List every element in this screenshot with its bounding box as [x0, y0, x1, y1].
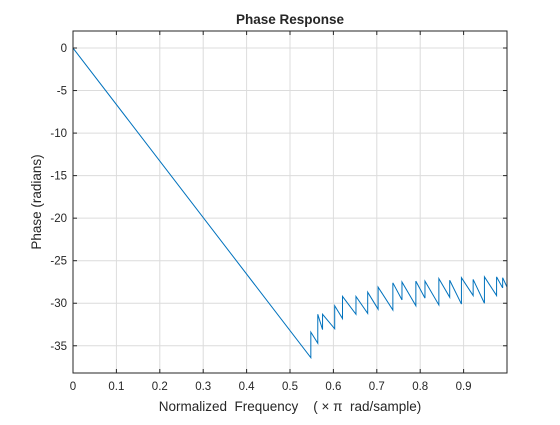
y-tick-label: -25	[50, 256, 67, 268]
y-tick-label: -30	[50, 298, 67, 310]
x-tick-label: 0.8	[412, 381, 428, 393]
x-tick-label: 0	[70, 381, 76, 393]
x-tick-labels: 0 0.1 0.2 0.3 0.4 0.5 0.6 0.7 0.8 0.9	[70, 381, 472, 393]
x-tick-label: 0.1	[108, 381, 124, 393]
y-tick-label: -5	[57, 86, 67, 98]
y-tick-label: -20	[50, 213, 67, 225]
x-tick-label: 0.5	[282, 381, 298, 393]
x-tick-label: 0.3	[195, 381, 211, 393]
y-tick-labels: 0 -5 -10 -15 -20 -25 -30 -35	[50, 43, 67, 353]
x-tick-label: 0.4	[239, 381, 256, 393]
y-tick-label: -15	[50, 171, 67, 183]
x-tick-label: 0.2	[152, 381, 168, 393]
y-tick-label: 0	[61, 43, 67, 55]
chart-title: Phase Response	[236, 12, 345, 27]
x-axis-label: Normalized Frequency ( × π rad/sample)	[159, 399, 422, 414]
x-tick-label: 0.7	[369, 381, 385, 393]
x-tick-label: 0.6	[325, 381, 341, 393]
tick-marks	[72, 31, 507, 373]
y-tick-label: -10	[50, 128, 67, 140]
y-tick-label: -35	[50, 341, 67, 353]
grid-lines	[72, 31, 507, 373]
y-axis-label: Phase (radians)	[29, 154, 44, 249]
phase-line	[72, 47, 508, 360]
x-tick-label: 0.9	[456, 381, 472, 393]
